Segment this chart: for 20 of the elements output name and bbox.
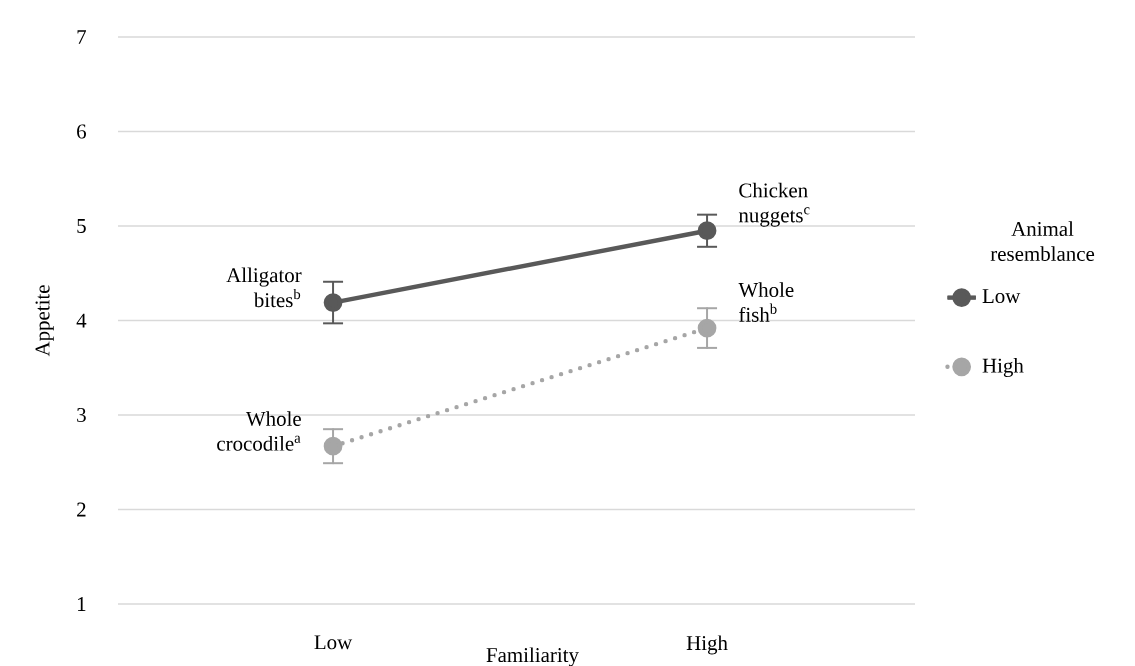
legend-label: High [982,358,1024,378]
y-tick-label: 2 [77,502,86,517]
point [323,293,343,312]
x-axis-title: Familiarity [486,647,579,666]
annotation: Chicken nuggets$^{c}$ [738,182,810,227]
point [697,318,717,338]
legend-title: Animal resemblance [990,221,1095,261]
y-tick-label: 3 [77,407,86,423]
y-tick-label: 6 [77,124,87,139]
annotation: Whole crocodile$^{a}$ [217,411,301,451]
y-tick-label: 4 [76,313,87,328]
legend-label: Low [982,289,1021,304]
y-tick-label: 7 [77,30,87,44]
point [323,436,343,456]
y-tick-label: 1 [78,597,86,611]
annotation: Whole fish$^{b}$ [738,282,794,322]
point [697,221,717,241]
y-axis-title: Appetite [35,285,54,357]
annotation: Alligator bites$^{b}$ [226,267,302,308]
y-tick-label: 5 [77,219,86,233]
